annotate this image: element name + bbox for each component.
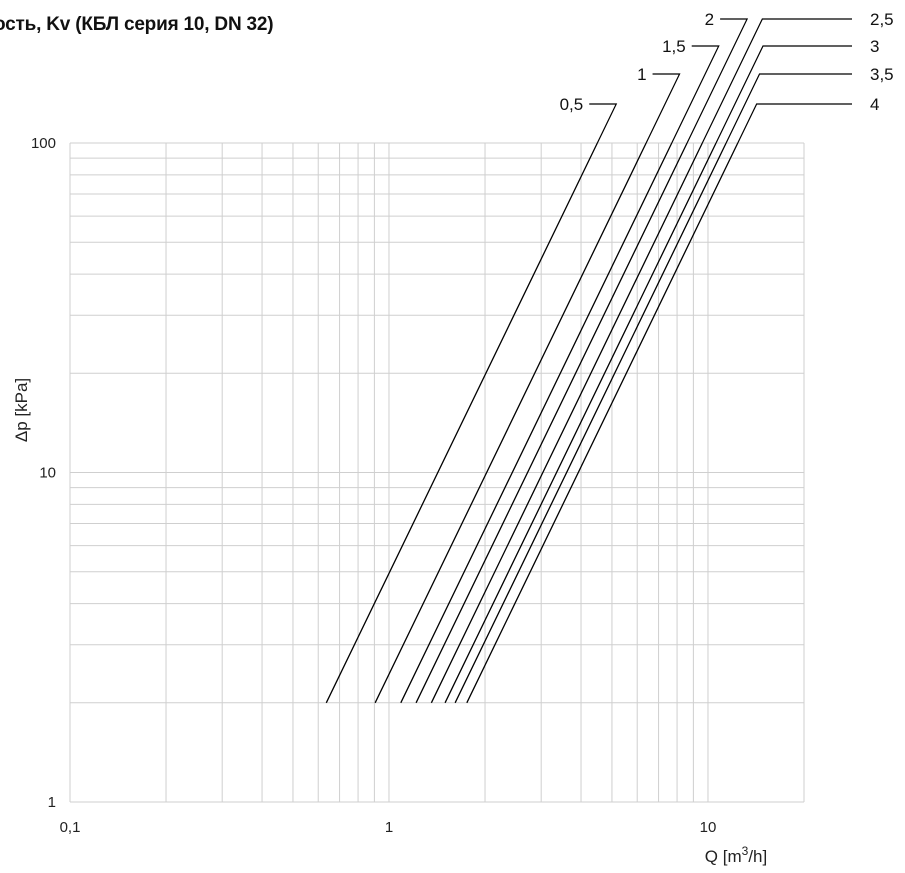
series-line: [430, 142, 703, 704]
series-line: [374, 142, 647, 704]
x-tick-label: 10: [700, 819, 717, 836]
grid: [69, 142, 805, 803]
y-tick-label: 1: [48, 794, 56, 811]
legend-label: 1: [637, 65, 646, 84]
legend-label: 2: [705, 10, 714, 29]
legend-label: 3: [870, 37, 879, 56]
legend-label: 3,5: [870, 65, 894, 84]
series-lines: [325, 142, 739, 704]
legend-leader-line: [701, 18, 852, 144]
chart-title: ость, Kv (КБЛ серия 10, DN 32): [0, 14, 274, 35]
y-axis-label: Δp [kPa]: [12, 378, 31, 442]
series-line: [415, 142, 688, 704]
legend-leader-line: [737, 103, 852, 144]
series-line: [444, 142, 717, 704]
y-tick-label: 100: [31, 135, 56, 152]
legend-label: 2,5: [870, 10, 894, 29]
series-line: [454, 142, 727, 704]
x-tick-label: 0,1: [60, 819, 81, 836]
series-line: [466, 142, 739, 704]
legend-leader-line: [645, 73, 681, 144]
legend-leader-line: [671, 45, 720, 144]
legend-label: 0,5: [560, 95, 584, 114]
legend-label: 4: [870, 95, 879, 114]
legend-label: 1,5: [662, 37, 686, 56]
legend-leader-line: [725, 73, 852, 144]
x-axis-label: Q [m3/h]: [705, 844, 767, 866]
legend: 0,5 1 1,5 2 2,5 3 3,5 4: [560, 10, 894, 144]
y-tick-label: 10: [39, 465, 56, 482]
legend-leader-line: [589, 103, 618, 144]
x-tick-label: 1: [385, 819, 393, 836]
legend-leader-line: [715, 45, 852, 144]
series-line: [400, 142, 673, 704]
legend-leader-line: [686, 18, 749, 144]
series-line: [325, 142, 598, 704]
